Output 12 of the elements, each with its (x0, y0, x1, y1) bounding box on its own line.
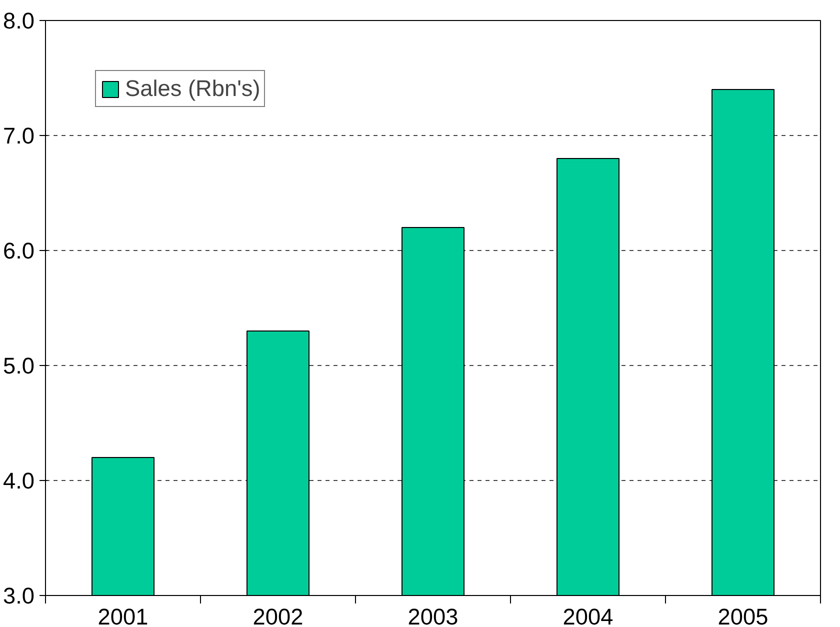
x-tick-label: 2003 (408, 604, 458, 627)
x-tick-label: 2001 (98, 604, 148, 627)
y-tick-label: 3.0 (3, 582, 35, 608)
x-tick-label: 2005 (718, 604, 768, 627)
x-tick-label: 2002 (252, 604, 304, 627)
y-tick-label: 8.0 (3, 8, 35, 34)
x-tick-label: 2004 (562, 604, 614, 627)
y-tick-label: 5.0 (3, 352, 35, 378)
y-tick-label: 4.0 (3, 468, 35, 494)
y-tick-label: 6.0 (3, 238, 35, 264)
legend-label: Sales (Rbn's) (125, 75, 260, 102)
y-tick-label: 7.0 (3, 122, 35, 148)
